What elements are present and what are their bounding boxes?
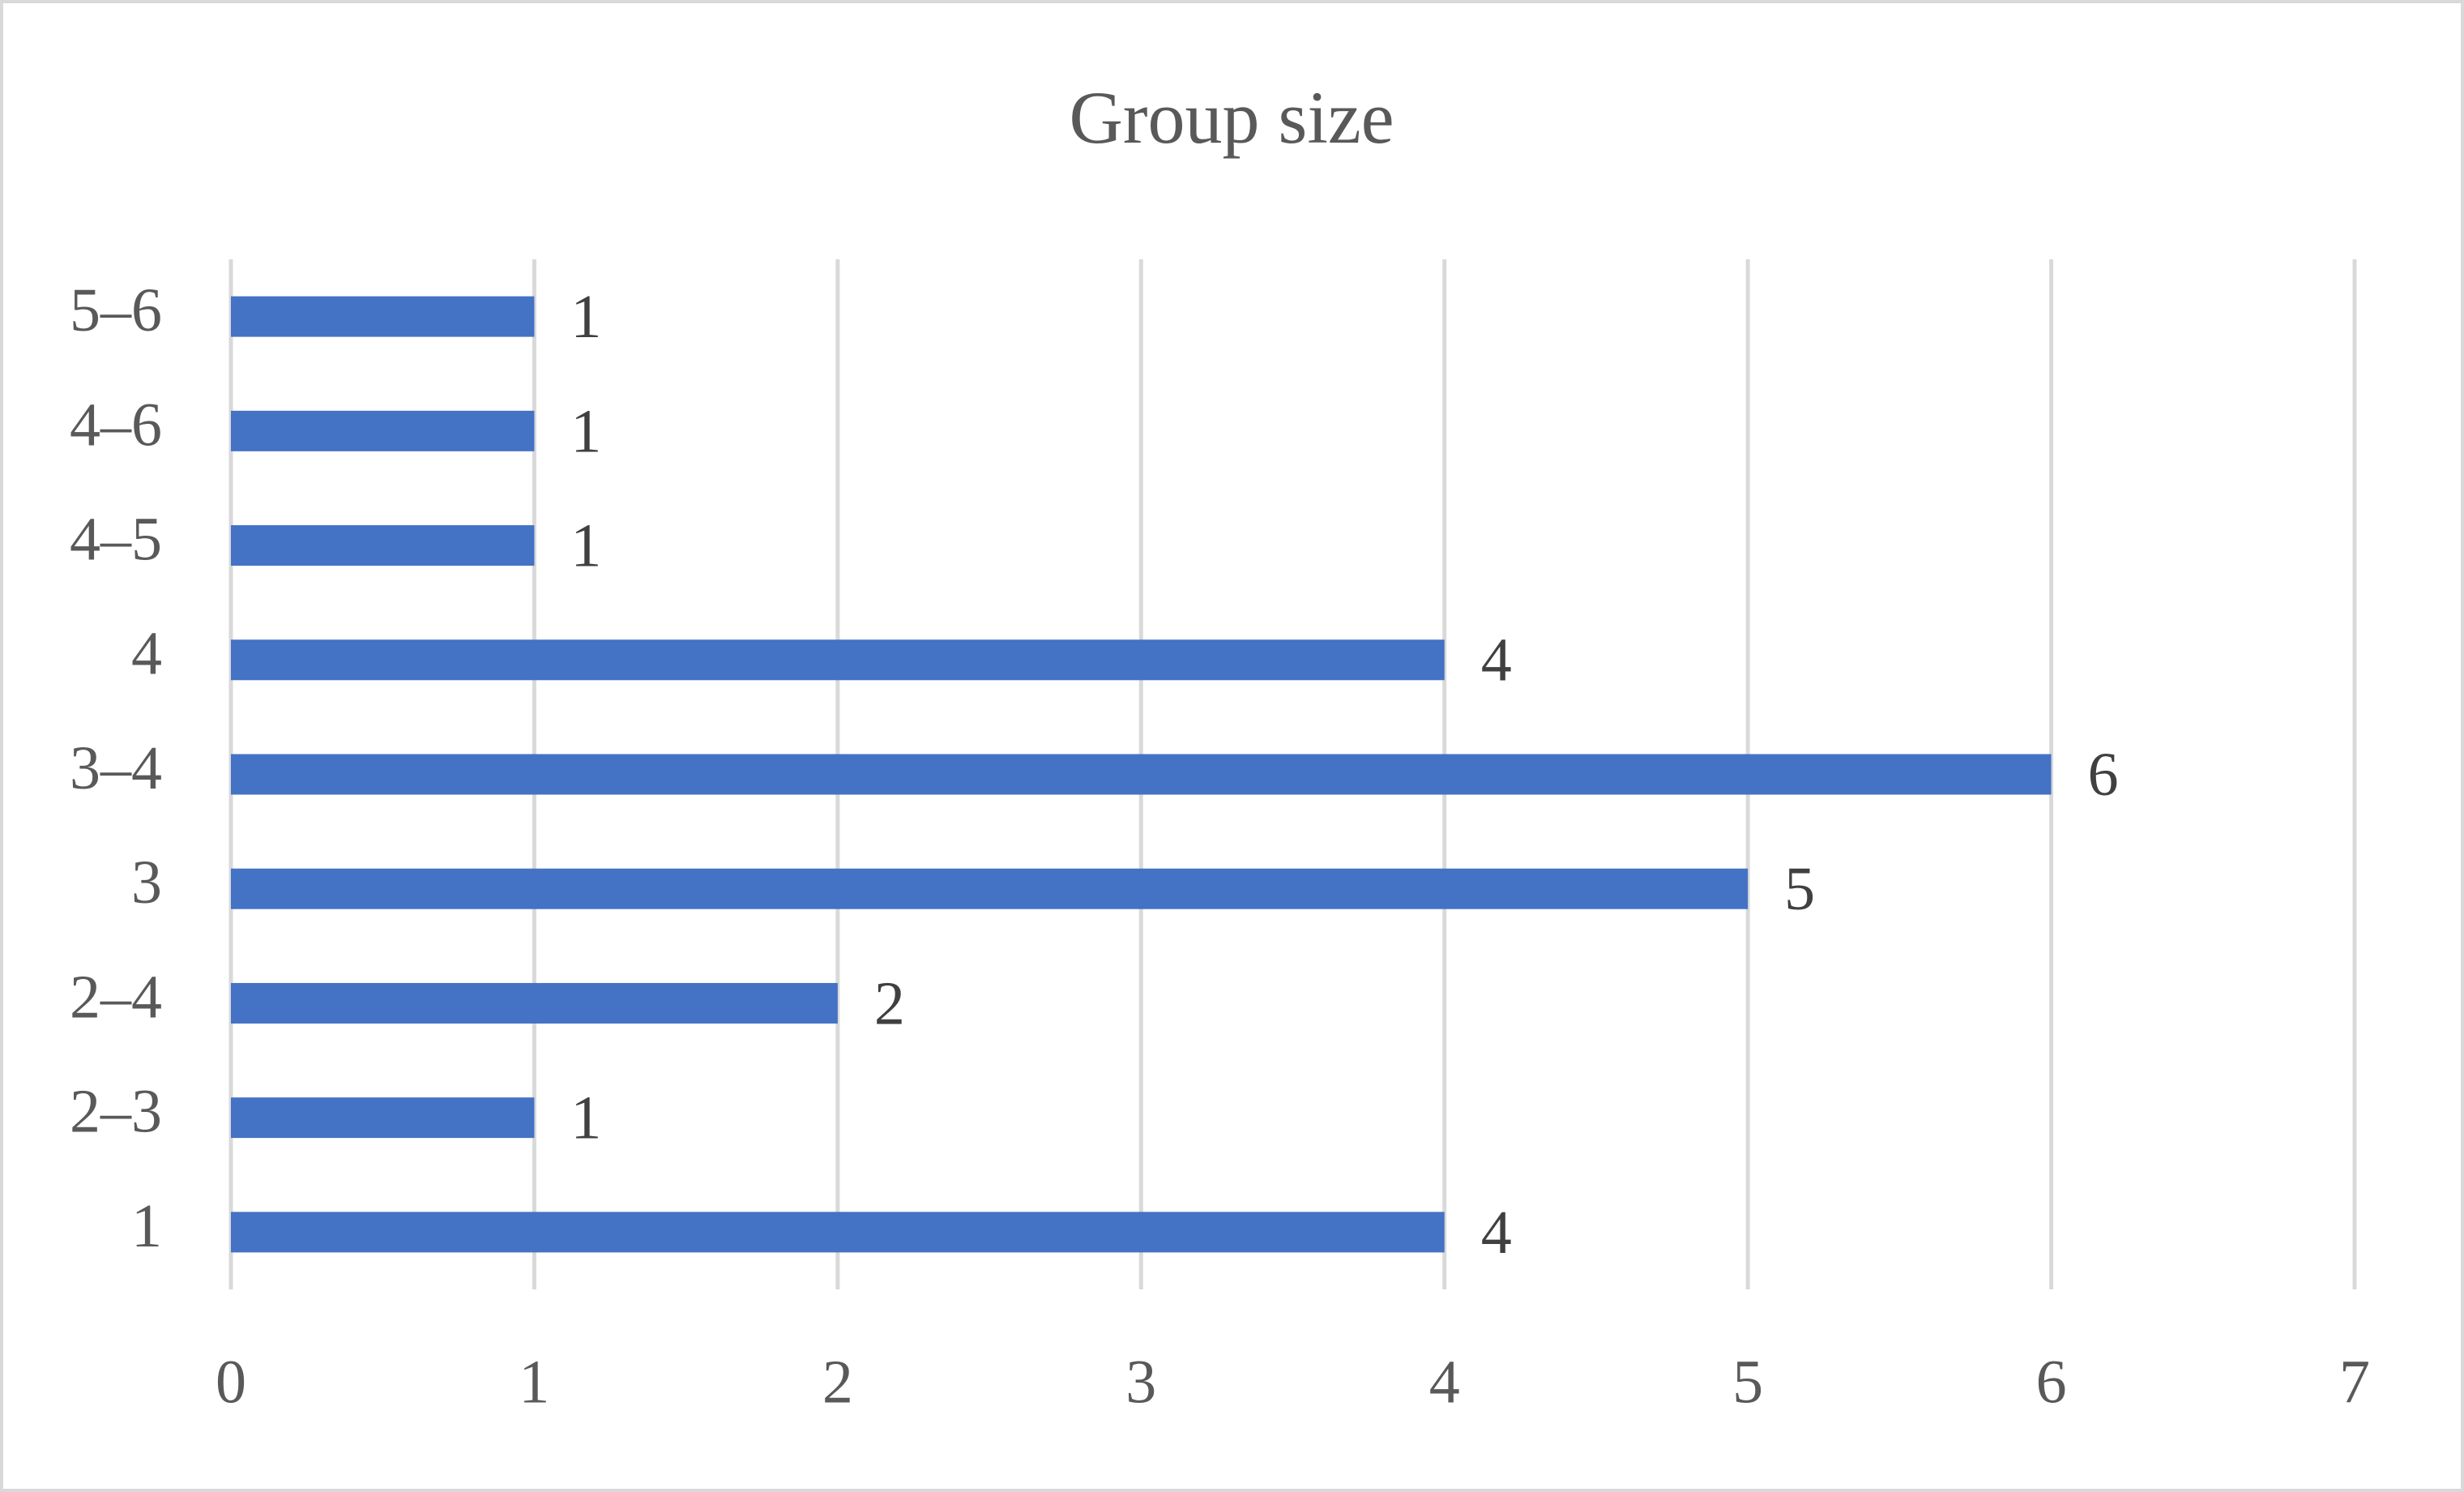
y-tick-label: 4–5 (70, 505, 162, 573)
x-tick-label: 1 (519, 1348, 549, 1416)
y-tick-label: 3 (131, 849, 162, 917)
data-label: 1 (570, 283, 601, 351)
bar (231, 754, 2052, 795)
data-label: 4 (1481, 626, 1512, 695)
x-tick-label: 7 (2339, 1348, 2370, 1416)
data-label: 2 (874, 969, 905, 1037)
y-tick-label: 5–6 (70, 276, 162, 344)
bar (231, 1212, 1445, 1253)
y-tick-label: 3–4 (70, 734, 162, 802)
data-label: 4 (1481, 1199, 1512, 1267)
bar (231, 868, 1749, 909)
data-label: 1 (570, 397, 601, 465)
data-label: 6 (2088, 741, 2119, 809)
x-tick-label: 2 (822, 1348, 853, 1416)
y-tick-label: 4 (131, 620, 162, 688)
bar (231, 525, 535, 566)
bar (231, 410, 535, 451)
chart-title: Group size (1069, 76, 1394, 159)
data-label: 1 (570, 1084, 601, 1152)
x-tick-label: 5 (1732, 1348, 1763, 1416)
bar (231, 982, 838, 1024)
x-tick-label: 4 (1429, 1348, 1460, 1416)
x-tick-label: 3 (1125, 1348, 1156, 1416)
x-tick-label: 0 (216, 1348, 246, 1416)
bar (231, 639, 1445, 681)
bar (231, 296, 535, 337)
bar (231, 1097, 535, 1139)
y-tick-label: 4–6 (70, 391, 162, 459)
y-tick-label: 2–3 (70, 1078, 162, 1146)
y-tick-label: 1 (131, 1192, 162, 1260)
x-tick-label: 6 (2036, 1348, 2067, 1416)
y-tick-label: 2–4 (70, 963, 162, 1031)
data-label: 5 (1784, 855, 1815, 923)
data-label: 1 (570, 511, 601, 579)
